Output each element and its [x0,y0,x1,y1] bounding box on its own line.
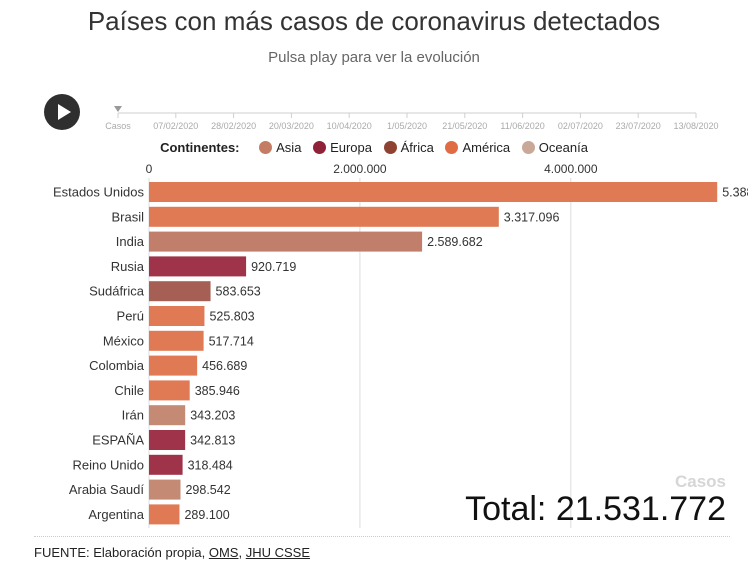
value-label: 289.100 [184,508,229,522]
timeline-label: 11/06/2020 [500,121,544,131]
bar[interactable] [149,355,198,376]
timeline-label: 13/08/2020 [673,121,718,131]
source-link-oms[interactable]: OMS [208,545,239,560]
timeline-label: 02/07/2020 [558,121,603,131]
timeline-slider[interactable]: Casos 07/02/2020 28/02/2020 20/03/2020 10/04… [0,0,748,140]
bar[interactable] [149,330,204,351]
category-label: Irán [122,408,144,423]
legend-swatch [313,141,327,154]
bar[interactable] [149,380,190,401]
legend-item-asia[interactable]: Asia [259,140,301,155]
source-link-jhu[interactable]: JHU CSSE [245,545,311,560]
timeline-label: 1/05/2020 [387,121,427,131]
timeline-label: 10/04/2020 [327,121,372,131]
legend-item-africa[interactable]: África [383,140,434,155]
category-label: México [103,333,144,348]
casos-watermark: Casos [674,472,726,491]
timeline-label: 20/03/2020 [269,121,314,131]
category-label: Arabia Saudí [69,482,145,497]
play-icon [58,104,71,120]
category-label: Argentina [88,507,144,522]
timeline-label: 23/07/2020 [616,121,661,131]
axis-tick-label: 4.000.000 [544,162,598,176]
value-label: 456.689 [202,359,247,373]
value-label: 525.803 [209,310,254,324]
legend-item-europa[interactable]: Europa [313,140,372,155]
value-label: 298.542 [185,483,230,497]
legend-title: Continentes: [160,140,240,155]
legend-swatch [521,141,535,154]
bar[interactable] [149,504,180,525]
chart-title: Países con más casos de coronavirus dete… [87,6,661,36]
category-label: Estados Unidos [53,185,145,200]
chart-subtitle: Pulsa play para ver la evolución [268,49,480,66]
legend-item-america[interactable]: América [445,140,510,155]
bar[interactable] [149,430,186,450]
value-label: 385.946 [195,384,240,398]
bar[interactable] [149,256,247,277]
play-button[interactable] [44,94,80,130]
bar[interactable] [149,479,181,500]
bar[interactable] [149,206,499,227]
bar-chart: 0 2.000.000 4.000.000 Estados Unidos 5.388.2… [53,162,748,528]
legend: Continentes: Asia Europa África América … [0,140,748,155]
bar[interactable] [149,405,186,426]
value-label: 2.589.682 [427,235,483,249]
category-label: Colombia [89,358,145,373]
source-note: FUENTE: Elaboración propia, OMS, JHU CSS… [34,545,311,560]
timeline-label: 07/02/2020 [153,121,198,131]
bar[interactable] [149,306,205,326]
axis-tick-label: 2.000.000 [333,162,387,176]
legend-item-oceania[interactable]: Oceanía [521,140,588,155]
category-label: Perú [117,309,144,324]
legend-swatch [259,141,273,154]
axis-tick-label: 0 [146,162,153,176]
category-label: Reino Unido [72,457,144,472]
category-label: ESPAÑA [92,433,144,448]
value-label: 343.203 [190,409,235,423]
timeline-label: 28/02/2020 [211,121,256,131]
value-label: 517.714 [209,334,254,348]
timeline-label: Casos [105,121,131,131]
value-label: 920.719 [251,260,296,274]
category-label: Sudáfrica [89,284,145,299]
total-cases: Total: 21.531.772 [465,490,726,528]
divider [34,536,730,537]
bar[interactable] [149,231,423,252]
category-label: Rusia [111,259,145,274]
value-label: 583.653 [216,285,261,299]
timeline-handle[interactable] [114,106,122,112]
value-label: 3.317.096 [504,210,560,224]
category-label: Chile [114,383,144,398]
legend-swatch [383,141,397,154]
value-label: 318.484 [188,458,233,472]
timeline-label: 21/05/2020 [442,121,487,131]
bar[interactable] [149,182,718,202]
category-label: Brasil [111,209,144,224]
value-label: 5.388.2 [722,186,748,200]
bar[interactable] [149,454,183,475]
value-label: 342.813 [190,434,235,448]
legend-swatch [445,141,459,154]
category-label: India [116,234,145,249]
bar[interactable] [149,281,211,302]
